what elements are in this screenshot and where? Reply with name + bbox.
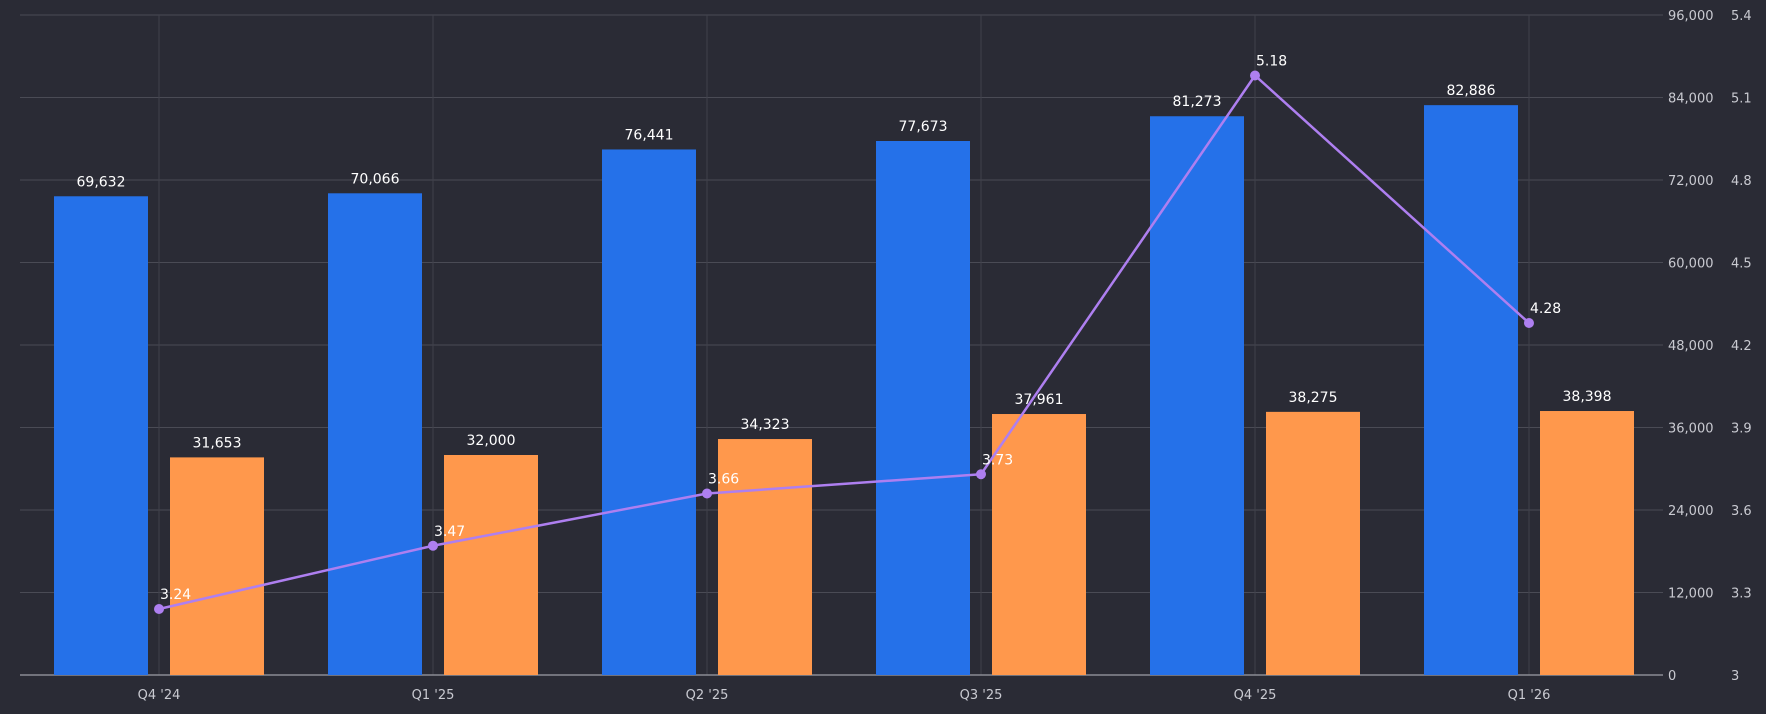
bar-data-label: 81,273 — [1173, 94, 1222, 110]
bar-data-label: 69,632 — [77, 174, 126, 190]
bar-data-label: 38,275 — [1289, 390, 1338, 406]
line-data-label: 3.24 — [160, 587, 191, 603]
x-axis-tick-label: Q1 '25 — [412, 688, 455, 703]
right-axis-tick-label: 5.1 — [1731, 92, 1752, 107]
bar-data-label: 32,000 — [467, 433, 516, 449]
line-point — [1250, 70, 1260, 81]
bar-data-label: 31,653 — [193, 435, 242, 451]
grid-layer — [20, 14, 1663, 676]
bar-series-1 — [876, 140, 970, 676]
left-axis-tick-label: 72,000 — [1668, 174, 1714, 189]
right-axis-tick-label: 5.4 — [1731, 9, 1752, 24]
right-axis-tick-label: 4.5 — [1731, 257, 1752, 272]
x-axis-tick-label: Q2 '25 — [686, 688, 729, 703]
bar-layer — [54, 105, 1634, 676]
line-point — [1524, 318, 1534, 328]
left-axis-tick-label: 96,000 — [1668, 9, 1714, 24]
bar-data-label: 37,961 — [1015, 392, 1064, 408]
bar-data-label: 38,398 — [1563, 389, 1612, 405]
left-axis-tick-label: 24,000 — [1668, 504, 1714, 519]
bar-series-1 — [54, 196, 148, 675]
right-axis-tick-label: 3.3 — [1731, 587, 1752, 602]
bar-data-label: 70,066 — [351, 171, 400, 187]
x-axis-tick-label: Q3 '25 — [960, 688, 1003, 703]
left-axis-tick-label: 48,000 — [1668, 339, 1714, 354]
bar-series-2 — [1266, 411, 1360, 675]
right-axis-tick-label: 3.9 — [1731, 422, 1752, 437]
bar-series-2 — [1540, 411, 1634, 675]
line-point — [976, 469, 986, 480]
bar-series-2 — [444, 455, 538, 675]
bar-data-label: 77,673 — [899, 119, 948, 135]
bar-series-1 — [602, 149, 696, 675]
bar-series-1 — [328, 193, 422, 675]
bar-series-2 — [170, 457, 264, 675]
line-data-label: 4.28 — [1530, 301, 1561, 317]
label-layer: 0 12,000 24,000 36,000 48,000 60,000 72,000 84,… — [77, 9, 1752, 703]
bar-series-2 — [718, 439, 812, 675]
line-data-label: 3.66 — [708, 472, 739, 488]
x-axis-tick-label: Q4 '24 — [138, 688, 181, 703]
x-axis-tick-label: Q1 '26 — [1508, 688, 1551, 703]
line-series — [158, 74, 1530, 611]
bar-series-1 — [1150, 116, 1244, 676]
left-axis-tick-label: 0 — [1668, 669, 1676, 684]
right-axis-tick-label: 4.2 — [1731, 339, 1752, 354]
line-layer — [154, 70, 1534, 614]
line-data-label: 3.73 — [982, 452, 1013, 468]
bar-series-1 — [1424, 105, 1518, 675]
line-point — [154, 604, 164, 614]
right-axis-tick-label: 3.6 — [1731, 504, 1752, 519]
bar-data-label: 76,441 — [625, 127, 674, 143]
x-axis-tick-label: Q4 '25 — [1234, 688, 1277, 703]
line-point — [428, 540, 438, 551]
left-axis-tick-label: 84,000 — [1668, 92, 1714, 107]
right-axis-tick-label: 3 — [1731, 669, 1739, 684]
bar-data-label: 34,323 — [741, 417, 790, 433]
bar-series-2 — [992, 414, 1086, 675]
right-axis-tick-label: 4.8 — [1731, 174, 1752, 189]
left-axis-tick-label: 12,000 — [1668, 587, 1714, 602]
line-point — [702, 488, 712, 499]
left-axis-tick-label: 60,000 — [1668, 257, 1714, 272]
line-data-label: 3.47 — [434, 524, 465, 540]
bar-data-label: 82,886 — [1447, 83, 1496, 99]
left-axis-tick-label: 36,000 — [1668, 422, 1714, 437]
line-data-label: 5.18 — [1256, 54, 1287, 70]
